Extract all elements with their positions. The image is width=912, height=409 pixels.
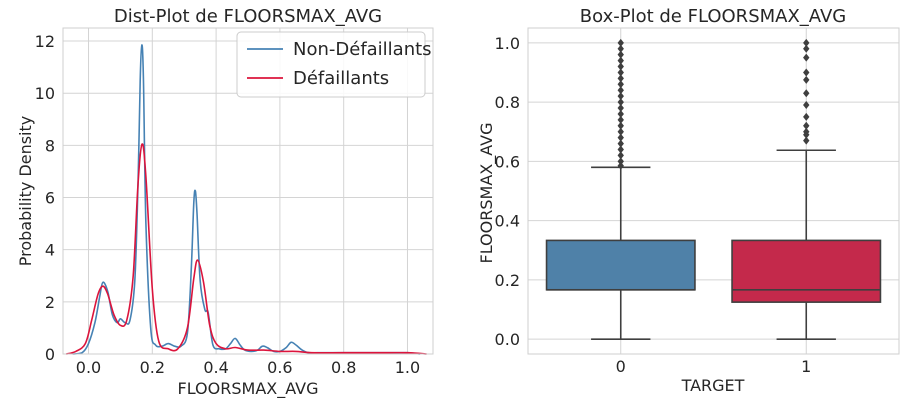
outlier-marker — [803, 68, 810, 77]
dist-plot-frame — [62, 27, 434, 355]
outlier-marker — [617, 80, 624, 89]
non-defaillants-density-line — [72, 44, 421, 355]
outlier-marker — [617, 68, 624, 77]
outlier-marker — [617, 104, 624, 113]
outlier-marker — [803, 112, 810, 121]
dist-x-tick-label: 0.8 — [331, 358, 356, 377]
box-body — [545, 239, 696, 291]
outlier-marker — [803, 75, 810, 84]
dist-plot-panel: Dist-Plot de FLOORSMAX_AVG 0.0 0.2 0.4 0.6 0… — [16, 6, 434, 399]
box-y-tick-label: 1.0 — [495, 34, 520, 53]
dist-plot-legend: Non-Défaillants Défaillants — [236, 31, 432, 98]
outlier-marker — [803, 53, 810, 62]
dist-plot-lines — [66, 44, 427, 355]
outlier-marker — [617, 44, 624, 53]
outlier-marker — [803, 38, 810, 47]
box-x-tick-label: 0 — [616, 357, 626, 376]
outlier-marker — [803, 101, 810, 110]
box-target-0 — [545, 38, 696, 340]
outlier-marker — [617, 161, 624, 170]
box-y-tick-label: 0.4 — [495, 212, 520, 231]
dist-plot-y-ticks: 0 2 4 6 8 10 12 — [35, 32, 55, 364]
legend-label-defaillants: Défaillants — [293, 68, 389, 89]
outlier-marker — [617, 157, 624, 166]
dist-y-tick-label: 4 — [45, 241, 55, 260]
dist-plot-x-ticks: 0.0 0.2 0.4 0.6 0.8 1.0 — [76, 358, 420, 377]
dist-y-tick-label: 10 — [35, 84, 55, 103]
outlier-marker — [617, 92, 624, 101]
box-plot-boxes — [545, 38, 882, 340]
outlier-marker — [803, 136, 810, 145]
dist-y-tick-label: 8 — [45, 136, 55, 155]
dist-x-tick-label: 0.6 — [267, 358, 292, 377]
outlier-marker — [617, 98, 624, 107]
outlier-marker — [617, 62, 624, 71]
box-y-tick-label: 0.0 — [495, 330, 520, 349]
box-y-tick-label: 0.6 — [495, 152, 520, 171]
box-x-tick-label: 1 — [801, 357, 811, 376]
outlier-marker — [617, 121, 624, 130]
dist-y-tick-label: 0 — [45, 345, 55, 364]
dist-x-tick-label: 0.0 — [76, 358, 101, 377]
defaillants-density-line — [66, 143, 427, 355]
box-plot-x-label: TARGET — [681, 376, 745, 395]
outlier-marker — [617, 38, 624, 47]
dist-y-tick-label: 6 — [45, 189, 55, 208]
box-plot-y-ticks: 0.0 0.2 0.4 0.6 0.8 1.0 — [495, 34, 520, 349]
box-y-tick-label: 0.8 — [495, 93, 520, 112]
outlier-marker — [617, 56, 624, 65]
outlier-marker — [803, 121, 810, 130]
box-plot-title: Box-Plot de FLOORSMAX_AVG — [580, 6, 846, 27]
legend-frame — [236, 31, 426, 98]
outlier-marker — [617, 50, 624, 59]
outlier-marker — [617, 133, 624, 142]
box-plot-grid — [528, 28, 899, 354]
outlier-marker — [617, 145, 624, 154]
outlier-marker — [617, 127, 624, 136]
outlier-marker — [803, 127, 810, 136]
outlier-marker — [617, 74, 624, 83]
box-plot-y-label: FLOORSMAX_AVG — [477, 123, 497, 264]
outlier-marker — [803, 44, 810, 53]
dist-x-tick-label: 0.4 — [203, 358, 228, 377]
dist-x-tick-label: 1.0 — [395, 358, 420, 377]
outlier-marker — [617, 109, 624, 118]
dist-y-tick-label: 12 — [35, 32, 55, 51]
dist-plot-x-label: FLOORSMAX_AVG — [178, 379, 319, 399]
outlier-marker — [617, 151, 624, 160]
box-body — [731, 239, 882, 303]
dist-x-tick-label: 0.2 — [140, 358, 165, 377]
box-target-1 — [731, 38, 882, 340]
dist-plot-title: Dist-Plot de FLOORSMAX_AVG — [114, 6, 382, 27]
outlier-marker — [617, 115, 624, 124]
outlier-marker — [617, 86, 624, 95]
dist-y-tick-label: 2 — [45, 293, 55, 312]
legend-label-non-defaillants: Non-Défaillants — [293, 39, 432, 60]
dist-plot-y-label: Probability Density — [16, 116, 35, 267]
box-plot-frame — [527, 27, 900, 355]
outlier-marker — [617, 139, 624, 148]
box-y-tick-label: 0.2 — [495, 271, 520, 290]
outlier-marker — [803, 89, 810, 98]
